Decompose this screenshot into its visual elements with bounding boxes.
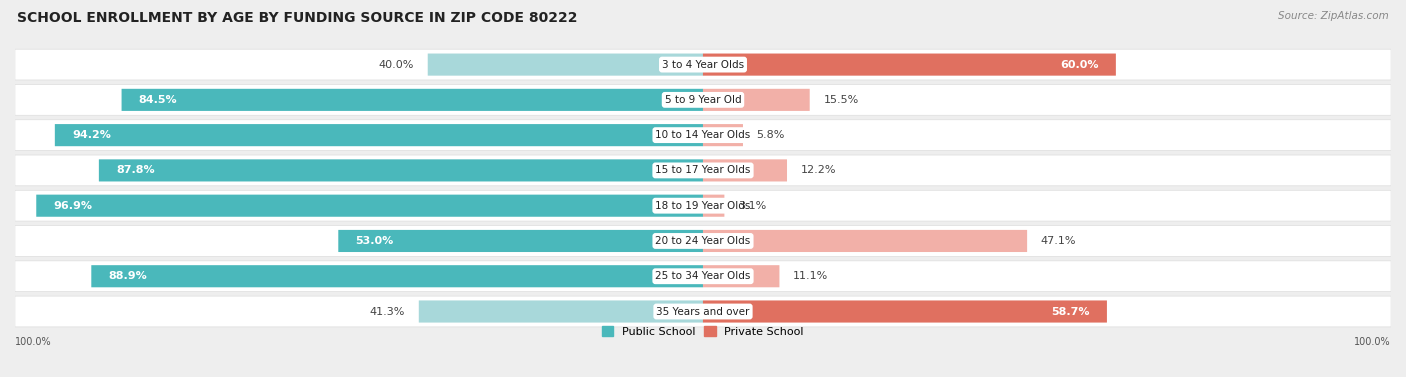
Text: 15 to 17 Year Olds: 15 to 17 Year Olds (655, 166, 751, 175)
Text: 96.9%: 96.9% (53, 201, 93, 211)
Text: 41.3%: 41.3% (370, 307, 405, 317)
FancyBboxPatch shape (15, 261, 1391, 292)
FancyBboxPatch shape (703, 89, 810, 111)
Text: 60.0%: 60.0% (1060, 60, 1098, 70)
Text: 58.7%: 58.7% (1052, 307, 1090, 317)
Text: 15.5%: 15.5% (824, 95, 859, 105)
FancyBboxPatch shape (15, 120, 1391, 150)
FancyBboxPatch shape (419, 300, 703, 323)
Text: 11.1%: 11.1% (793, 271, 828, 281)
Text: 35 Years and over: 35 Years and over (657, 307, 749, 317)
FancyBboxPatch shape (703, 159, 787, 181)
FancyBboxPatch shape (15, 190, 1391, 221)
FancyBboxPatch shape (91, 265, 703, 287)
Text: 88.9%: 88.9% (108, 271, 148, 281)
Text: 18 to 19 Year Olds: 18 to 19 Year Olds (655, 201, 751, 211)
Text: 5 to 9 Year Old: 5 to 9 Year Old (665, 95, 741, 105)
FancyBboxPatch shape (703, 195, 724, 217)
Text: Source: ZipAtlas.com: Source: ZipAtlas.com (1278, 11, 1389, 21)
FancyBboxPatch shape (15, 155, 1391, 186)
FancyBboxPatch shape (55, 124, 703, 146)
Text: 25 to 34 Year Olds: 25 to 34 Year Olds (655, 271, 751, 281)
FancyBboxPatch shape (15, 49, 1391, 80)
FancyBboxPatch shape (703, 230, 1028, 252)
Text: 47.1%: 47.1% (1040, 236, 1077, 246)
FancyBboxPatch shape (98, 159, 703, 181)
Text: 12.2%: 12.2% (800, 166, 837, 175)
FancyBboxPatch shape (703, 124, 742, 146)
Text: 3 to 4 Year Olds: 3 to 4 Year Olds (662, 60, 744, 70)
Text: 100.0%: 100.0% (1354, 337, 1391, 347)
Legend: Public School, Private School: Public School, Private School (598, 322, 808, 341)
Text: 20 to 24 Year Olds: 20 to 24 Year Olds (655, 236, 751, 246)
Text: SCHOOL ENROLLMENT BY AGE BY FUNDING SOURCE IN ZIP CODE 80222: SCHOOL ENROLLMENT BY AGE BY FUNDING SOUR… (17, 11, 578, 25)
FancyBboxPatch shape (15, 84, 1391, 115)
Text: 3.1%: 3.1% (738, 201, 766, 211)
Text: 94.2%: 94.2% (72, 130, 111, 140)
FancyBboxPatch shape (121, 89, 703, 111)
FancyBboxPatch shape (339, 230, 703, 252)
FancyBboxPatch shape (703, 265, 779, 287)
Text: 5.8%: 5.8% (756, 130, 785, 140)
FancyBboxPatch shape (15, 296, 1391, 327)
FancyBboxPatch shape (703, 54, 1116, 76)
Text: 100.0%: 100.0% (15, 337, 52, 347)
Text: 53.0%: 53.0% (356, 236, 394, 246)
Text: 84.5%: 84.5% (139, 95, 177, 105)
FancyBboxPatch shape (37, 195, 703, 217)
FancyBboxPatch shape (15, 225, 1391, 256)
Text: 10 to 14 Year Olds: 10 to 14 Year Olds (655, 130, 751, 140)
FancyBboxPatch shape (427, 54, 703, 76)
FancyBboxPatch shape (703, 300, 1107, 323)
Text: 87.8%: 87.8% (117, 166, 155, 175)
Text: 40.0%: 40.0% (378, 60, 413, 70)
